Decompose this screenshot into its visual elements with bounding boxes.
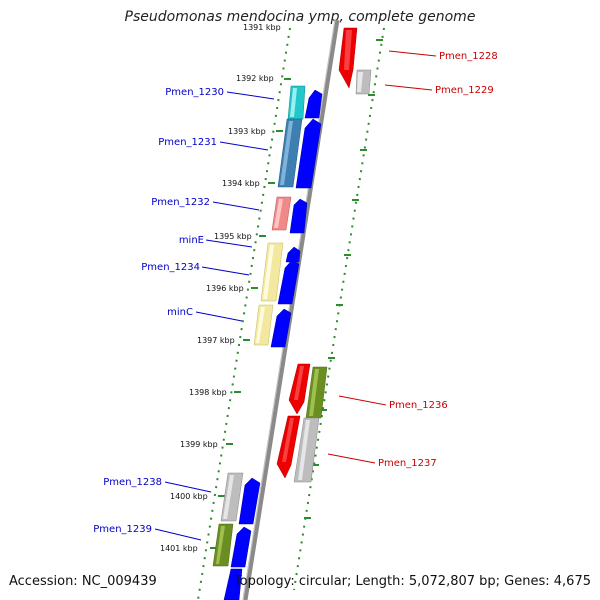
- gene-pmen-1237[interactable]: [276, 415, 301, 479]
- gene-pmen-1237-neighbor[interactable]: [293, 417, 320, 483]
- gene-label[interactable]: Pmen_1238: [103, 477, 162, 488]
- tick-label: 1391 kbp: [243, 23, 281, 32]
- gene-label[interactable]: Pmen_1231: [158, 137, 217, 148]
- tick-label: 1392 kbp: [236, 74, 274, 83]
- tick-label: 1401 kbp: [160, 544, 198, 553]
- gene-label[interactable]: Pmen_1236: [389, 400, 448, 411]
- tick-label: 1399 kbp: [180, 440, 218, 449]
- tick-label: 1398 kbp: [189, 388, 227, 397]
- genome-backbone: [242, 19, 340, 600]
- tick-label: 1394 kbp: [222, 179, 260, 188]
- gene-label[interactable]: Pmen_1237: [378, 458, 437, 469]
- tick-label: 1397 kbp: [197, 336, 235, 345]
- gene-pmen-1228[interactable]: [338, 27, 358, 89]
- genome-backbone-highlight: [242, 19, 336, 600]
- gene-pmen-1230[interactable]: [287, 85, 323, 120]
- tick-label: 1395 kbp: [214, 232, 252, 241]
- tick-label: 1396 kbp: [206, 284, 244, 293]
- tick-marks: [210, 39, 383, 549]
- leader-lines: [154, 50, 437, 541]
- gene-label[interactable]: minC: [167, 307, 193, 318]
- gene-pmen-1236[interactable]: [288, 363, 311, 415]
- gene-label[interactable]: Pmen_1228: [439, 51, 498, 62]
- gene-label[interactable]: Pmen_1239: [93, 524, 152, 535]
- gene-pmen-1232[interactable]: [271, 196, 308, 234]
- gene-pmen-1234[interactable]: [277, 259, 300, 305]
- gene-pmen-1231[interactable]: [277, 118, 322, 189]
- gene-minE[interactable]: [260, 242, 301, 302]
- gene-label[interactable]: Pmen_1232: [151, 197, 210, 208]
- accession-text: Accession: NC_009439: [9, 574, 157, 589]
- gene-label[interactable]: minE: [179, 235, 204, 246]
- map-title: Pseudomonas mendocina ymp, complete geno…: [124, 9, 476, 25]
- gene-label[interactable]: Pmen_1229: [435, 85, 494, 96]
- tick-label: 1393 kbp: [228, 127, 266, 136]
- gene-minC[interactable]: [253, 304, 292, 348]
- gene-pmen-1236-neighbor[interactable]: [305, 366, 328, 419]
- gene-offscreen-bottom[interactable]: [223, 568, 243, 600]
- gene-label[interactable]: Pmen_1230: [165, 87, 224, 98]
- left-track-border: [197, 27, 291, 600]
- topology-text: Topology: circular; Length: 5,072,807 bp…: [233, 574, 591, 589]
- gene-pmen-1239[interactable]: [212, 523, 252, 568]
- gene-pmen-1238[interactable]: [220, 472, 261, 525]
- gene-pmen-1229[interactable]: [355, 69, 372, 95]
- tick-label: 1400 kbp: [170, 492, 208, 501]
- gene-label[interactable]: Pmen_1234: [141, 262, 200, 273]
